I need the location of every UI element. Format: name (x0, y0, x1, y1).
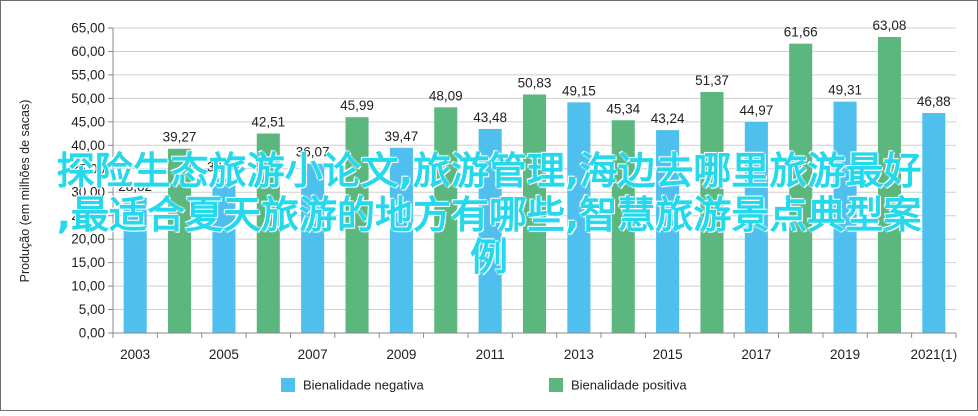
y-tick-label: 60,00 (71, 44, 105, 59)
bar-value-label: 39,27 (163, 130, 197, 145)
overlay-caption-line-1: 探险生态旅游小论文,旅游管理,海边去哪里旅游最好 (56, 149, 922, 193)
bar-2005 (212, 178, 236, 333)
legend-label-neg: Bienalidade negativa (303, 378, 424, 393)
bar-value-label: 39,47 (384, 129, 418, 144)
bar-value-label: 61,66 (784, 25, 818, 40)
bar-value-label: 45,34 (606, 101, 640, 116)
bar-2011 (478, 128, 502, 333)
axes: 0,00 5,00 10,00 15,00 20,00 25,00 30,00 35,00 40… (71, 21, 957, 363)
bar-value-label: 32,94 (207, 159, 241, 174)
bar-value-label: 43,48 (473, 110, 507, 125)
y-tick-label: 10,00 (71, 279, 105, 294)
bar-2012 (522, 94, 547, 334)
y-tick-label: 5,00 (79, 302, 105, 317)
bar-value-label: 63,08 (873, 18, 907, 33)
bar-2017 (744, 121, 768, 333)
bar-value-label: 28,82 (118, 179, 152, 194)
x-tick-label: 2009 (386, 347, 416, 362)
x-tick-label: 2003 (120, 347, 150, 362)
bar-2008 (345, 117, 369, 333)
y-tick-label: 15,00 (71, 255, 105, 270)
x-tick-label: 2007 (298, 347, 328, 362)
x-tick-label: 2013 (564, 347, 594, 362)
y-axis-title: Produção (em milhões de sacas) (18, 100, 32, 283)
y-tick-label: 50,00 (71, 91, 105, 106)
legend: Bienalidade negativa Bienalidade positiva (281, 378, 687, 393)
bar-2015 (656, 130, 680, 333)
overlay-caption-line-2: ,最适合夏天旅游的地方有哪些,智慧旅游景点典型案 (56, 193, 922, 237)
y-tick-label: 25,00 (71, 208, 105, 223)
x-tick-label: 2017 (741, 347, 771, 362)
bar-value-label: 49,31 (828, 83, 862, 98)
x-tick-label: 2021(1) (911, 347, 958, 362)
bars (123, 37, 946, 334)
x-tick-label: 2015 (653, 347, 683, 362)
bar-2021(1) (922, 113, 946, 333)
bar-2019 (833, 101, 857, 333)
x-tick-label: 2005 (209, 347, 239, 362)
bar-value-label: 51,37 (695, 73, 729, 88)
bar-value-label: 36,07 (296, 145, 330, 160)
y-tick-label: 55,00 (71, 67, 105, 82)
bar-2020 (877, 37, 901, 334)
bar-value-label: 50,83 (518, 75, 552, 90)
y-tick-label: 20,00 (71, 232, 105, 247)
bar-2006 (256, 133, 280, 333)
data-labels: 28,82 39,27 32,94 42,51 36,07 45,99 39,47 48,09… (118, 18, 950, 194)
y-tick-label: 40,00 (71, 138, 105, 153)
bar-value-label: 49,15 (562, 83, 596, 98)
bar-2016 (700, 91, 724, 334)
bar-value-label: 48,09 (429, 88, 463, 103)
bar-2010 (434, 107, 458, 333)
bar-2004 (168, 148, 192, 333)
bar-2014 (611, 120, 635, 334)
legend-swatch-neg (281, 378, 295, 392)
y-tick-label: 45,00 (71, 114, 105, 129)
y-tick-label: 35,00 (71, 161, 105, 176)
bar-2007 (301, 163, 325, 333)
y-tick-label: 30,00 (71, 185, 105, 200)
bar-2009 (389, 147, 413, 333)
legend-label-pos: Bienalidade positiva (571, 378, 687, 393)
x-tick-label: 2019 (830, 347, 860, 362)
legend-swatch-pos (549, 378, 563, 392)
bar-2003 (123, 197, 147, 333)
bar-value-label: 45,99 (340, 98, 374, 113)
bar-value-label: 44,97 (739, 103, 773, 118)
overlay-caption-line-3: 例 (469, 235, 508, 279)
bar-2018 (789, 43, 813, 334)
bar-2013 (567, 102, 591, 333)
bar-value-label: 42,51 (251, 115, 285, 130)
bar-value-label: 46,88 (917, 94, 951, 109)
x-tick-label: 2011 (476, 347, 505, 362)
y-tick-label: 0,00 (79, 326, 105, 341)
y-tick-label: 65,00 (71, 21, 105, 36)
bar-value-label: 43,24 (651, 111, 685, 126)
